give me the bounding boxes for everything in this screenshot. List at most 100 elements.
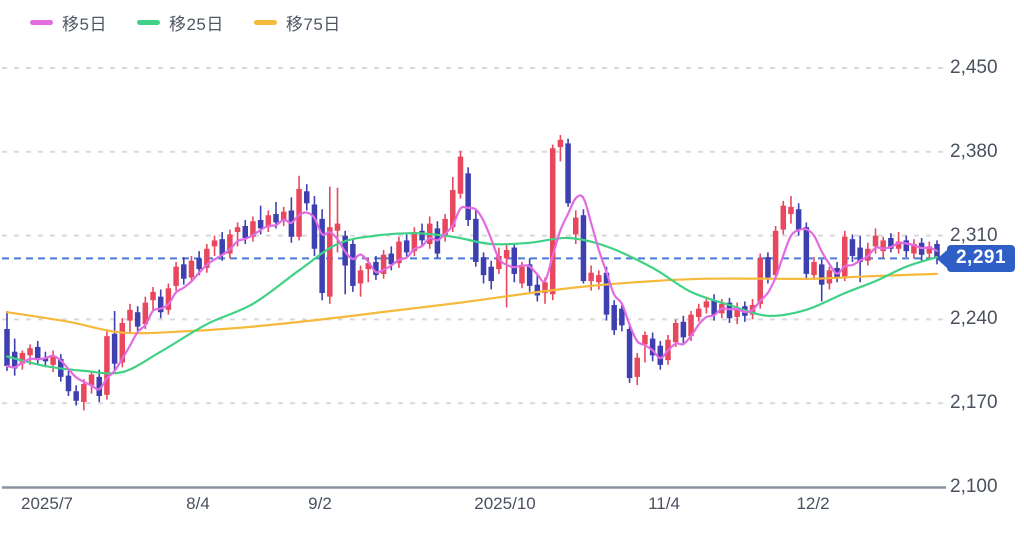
candle-body — [849, 239, 856, 256]
candle-body — [419, 230, 425, 241]
x-axis-tick: 2025/10 — [474, 494, 536, 513]
candle-body — [888, 237, 894, 249]
candle-body — [11, 351, 18, 369]
candle-body — [380, 254, 387, 274]
x-axis-tick: 9/2 — [308, 494, 332, 513]
candle-body — [880, 240, 886, 252]
candle-body — [19, 352, 26, 364]
candle-body — [695, 308, 702, 318]
candle-body — [480, 257, 487, 276]
candle-body — [127, 309, 133, 321]
candle-body — [181, 264, 187, 279]
candle-body — [542, 282, 548, 294]
candle-body — [327, 227, 333, 297]
candle-body — [526, 264, 533, 286]
candle-body — [519, 266, 525, 284]
candle-body — [396, 241, 402, 264]
candle-body — [65, 375, 72, 392]
candle-body — [234, 227, 241, 233]
candle-body — [580, 215, 587, 282]
candle-body — [227, 234, 233, 254]
x-axis-tick: 12/2 — [796, 494, 830, 513]
x-axis-tick: 8/4 — [186, 494, 210, 513]
candle-body — [211, 240, 218, 247]
candle-body — [657, 345, 664, 365]
candle-body — [872, 235, 879, 247]
ma75-label: 移75日 — [285, 15, 341, 34]
candle-body — [34, 346, 41, 361]
ma5-label: 移5日 — [62, 15, 107, 34]
badge-arrow-icon — [937, 249, 947, 268]
candle-body — [803, 227, 810, 274]
candle-body — [188, 260, 195, 278]
candle-body — [573, 217, 579, 235]
current-price-badge: 2,291 — [937, 245, 1015, 273]
candle-body — [788, 206, 794, 215]
candle-body — [88, 374, 95, 386]
candle-body — [280, 211, 287, 222]
candle-body — [765, 257, 771, 278]
y-axis-tick: 2,450 — [950, 57, 998, 78]
candle-body — [772, 230, 779, 276]
x-axis-tick: 2025/7 — [21, 494, 73, 513]
candle-body — [411, 232, 418, 252]
ma5-line — [5, 194, 939, 391]
legend-item-ma25[interactable]: 移25日 — [136, 10, 224, 35]
candle-body — [557, 139, 564, 148]
candle-body — [895, 241, 902, 249]
candle-body — [842, 236, 848, 277]
candle-body — [465, 173, 471, 221]
candle-body — [688, 314, 694, 337]
candle-body — [350, 243, 356, 286]
candle-body — [142, 302, 149, 325]
current-price-value: 2,291 — [947, 245, 1015, 273]
candle-body — [27, 348, 33, 356]
candle-body — [780, 205, 787, 230]
candle-body — [488, 266, 494, 282]
candle-body — [596, 275, 602, 283]
candle-body — [50, 356, 56, 365]
candle-body — [165, 288, 172, 310]
ma25-line — [5, 232, 939, 375]
candle-body — [111, 333, 118, 364]
y-axis-tick: 2,240 — [950, 308, 998, 330]
candle-body — [403, 240, 410, 253]
candle-body — [757, 258, 763, 304]
candle-body — [903, 240, 910, 252]
candle-body — [150, 291, 156, 301]
ma75-swatch-icon — [253, 20, 277, 25]
candle-body — [157, 296, 164, 313]
candle-body — [496, 255, 502, 270]
candle-body — [242, 226, 249, 238]
candle-body — [626, 328, 633, 379]
legend-item-ma75[interactable]: 移75日 — [253, 10, 341, 35]
candle-body — [204, 248, 210, 268]
candle-body — [565, 143, 571, 204]
candle-body — [104, 336, 110, 395]
legend-item-ma5[interactable]: 移5日 — [30, 10, 107, 35]
candle-body — [473, 218, 479, 262]
candle-body — [857, 247, 863, 262]
candle-body — [457, 156, 464, 194]
candle-body — [4, 328, 10, 367]
candle-body — [734, 307, 740, 318]
candle-body — [265, 215, 272, 228]
legend: 移5日 移25日 移75日 — [30, 10, 341, 35]
y-axis-tick: 2,380 — [950, 140, 998, 162]
candle-body — [42, 357, 49, 362]
candle-body — [926, 246, 933, 254]
candle-body — [511, 247, 518, 274]
candle-body — [134, 312, 141, 327]
candle-body — [311, 204, 318, 249]
candle-body — [388, 253, 395, 265]
candle-body — [219, 239, 225, 255]
candle-body — [257, 220, 264, 229]
candle-body — [319, 218, 325, 294]
candle-body — [296, 188, 302, 237]
candle-body — [304, 191, 310, 204]
candle-body — [273, 214, 279, 223]
candle-body — [365, 263, 371, 270]
candle-body — [603, 272, 610, 315]
